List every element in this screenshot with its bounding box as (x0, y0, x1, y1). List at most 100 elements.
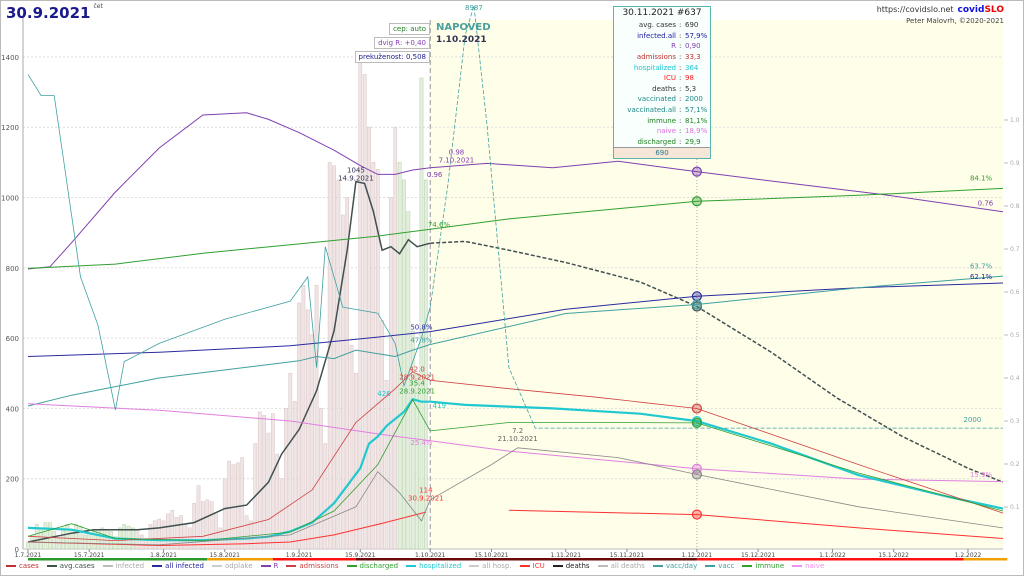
site-url[interactable]: https://covidslo.net (876, 5, 954, 14)
legend-item[interactable]: vacc/day (652, 562, 698, 570)
legend-label: admissions (299, 562, 339, 570)
y2-tick-label: 0.8 (1010, 203, 1020, 210)
all-infected-line (27, 331, 431, 357)
legend-swatch (652, 565, 663, 567)
legend-swatch (286, 565, 297, 567)
legend-item[interactable]: deaths (552, 562, 590, 570)
deaths-line (27, 471, 431, 546)
cases-bar (52, 531, 57, 550)
legend-item[interactable]: discharged (346, 562, 398, 570)
legend-item[interactable]: hospitalized (406, 562, 461, 570)
cases-bar (406, 211, 411, 550)
annotation-label: 50.8% (410, 324, 433, 332)
tooltip-key: immune (647, 116, 676, 125)
legend-item[interactable]: avg.cases (46, 562, 95, 570)
tooltip-row: immune:81,1% (614, 115, 710, 126)
cases-bar (249, 520, 253, 550)
annotation-label: 74.6% (428, 221, 451, 229)
hospitalized-forecast-line (430, 400, 1004, 510)
legend-swatch (6, 565, 16, 567)
legend-item[interactable]: immune (742, 562, 784, 570)
forecast-label: NAPOVED (436, 22, 491, 33)
cases-bar (148, 524, 153, 550)
y2-tick-label: 0.7 (1010, 246, 1020, 253)
cases-bar (332, 165, 336, 550)
legend: cases avg.cases infected all infected odplak… (6, 562, 824, 570)
cases-bar (393, 126, 398, 550)
legend-item[interactable]: vacc (705, 562, 734, 570)
tooltip-title: 30.11.2021 #637 (622, 8, 702, 18)
cases-bar (170, 510, 175, 550)
cases-bar (122, 524, 127, 550)
legend-label: immune (755, 562, 785, 570)
cases-bar (214, 513, 218, 550)
y-tick-label: 1400 (1, 54, 19, 62)
immunity-param[interactable]: prekuženost: 0,508 (354, 51, 430, 63)
discharged-forecast-line (430, 422, 1004, 512)
legend-item[interactable]: admissions (286, 562, 339, 570)
hospitalized-line (27, 398, 431, 542)
tooltip-row: hospitalized:364 (614, 62, 710, 73)
legend-label: all infected (165, 562, 204, 570)
x-tick-label: 15.12.2021 (741, 552, 776, 559)
x-tick-label: 1.12.2021 (682, 552, 713, 559)
cases-bar (402, 179, 406, 550)
legend-item[interactable]: naive (792, 562, 824, 570)
cases-bar (288, 373, 293, 550)
cases-bar (336, 179, 341, 550)
cases-bar (327, 162, 332, 550)
legend-item[interactable]: all infected (152, 562, 204, 570)
cep-param[interactable]: cep: auto (389, 23, 430, 35)
legend-item[interactable]: ICU (519, 562, 545, 570)
icu-forecast-line (508, 509, 1004, 539)
legend-item[interactable]: cases (6, 562, 39, 570)
legend-swatch (705, 565, 716, 567)
y-tick-label: 1000 (1, 195, 19, 203)
y-tick-label: 800 (6, 265, 19, 273)
legend-label: R (273, 562, 279, 570)
legend-item[interactable]: R (260, 562, 279, 570)
cases-bar (78, 525, 83, 550)
y2-tick-label: 1.0 (1010, 117, 1020, 124)
cases-bar (74, 524, 78, 550)
legend-label: hospitalized (419, 562, 462, 570)
tooltip-key: avg. cases (638, 21, 676, 30)
tooltip-value: 18,9% (685, 127, 708, 136)
annotation-label: 62.1% (970, 273, 993, 281)
y2-tick-label: 0.2 (1010, 461, 1020, 468)
tooltip-key: vaccinated.all (627, 106, 676, 115)
annotation-label: 0.96 (427, 171, 443, 179)
legend-swatch (519, 565, 530, 567)
legend-swatch (597, 565, 608, 567)
brand-logo: covidSLO (957, 5, 1004, 15)
y2-tick-label: 0.9 (1010, 160, 1020, 167)
annotation-label: 25.4% (410, 439, 433, 447)
legend-item[interactable]: infected (102, 562, 144, 570)
legend-item[interactable]: all deaths (597, 562, 645, 570)
vacc-line (27, 344, 431, 407)
y2-tick-label: 0.5 (1010, 332, 1020, 339)
y-tick-label: 1200 (1, 124, 19, 132)
cases-bar (275, 453, 280, 550)
cases-bar (419, 77, 424, 550)
immune-marker (691, 196, 703, 207)
legend-label: avg.cases (59, 562, 95, 570)
cases-bar (82, 534, 87, 550)
cases-bar (279, 478, 284, 550)
cases-bar (26, 541, 30, 550)
status-band-segment (28, 558, 208, 561)
page-title: 30.9.2021 (6, 4, 91, 22)
status-band-segment (207, 558, 273, 561)
r-line (27, 112, 431, 270)
legend-label: vacc/day (665, 562, 698, 570)
tooltip-key: vaccinated (637, 95, 676, 104)
cases-bar (270, 413, 275, 550)
x-tick-label: 15.7.2021 (74, 552, 105, 559)
r-boost-param[interactable]: dvig R: +0,40 (374, 37, 430, 49)
legend-item[interactable]: odplake (212, 562, 253, 570)
cases-bar (292, 401, 297, 550)
annotation-label: 426 (377, 390, 391, 398)
tooltip-value: 57,9% (685, 31, 708, 40)
annotation-label: 0.76 (978, 199, 994, 207)
legend-item[interactable]: all hosp. (469, 562, 512, 570)
